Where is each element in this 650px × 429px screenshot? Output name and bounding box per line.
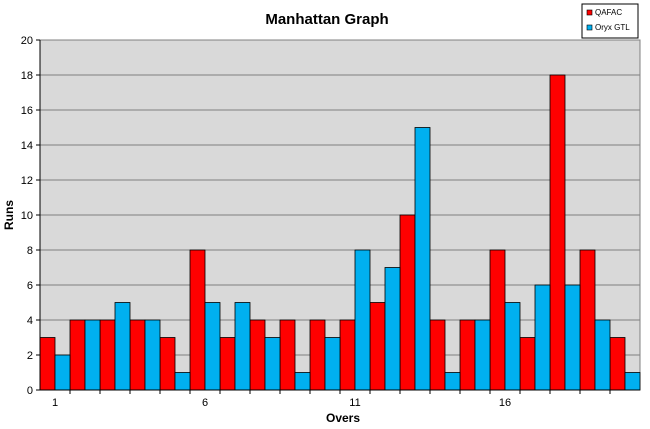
bar-qafac-over-2 xyxy=(69,319,86,391)
bar-oryx-gtl-over-17 xyxy=(534,284,551,391)
bar-qafac-over-15 xyxy=(459,319,476,391)
y-tick-label: 4 xyxy=(27,315,33,327)
bar-qafac-over-13 xyxy=(399,214,416,391)
bar-oryx-gtl-over-1 xyxy=(54,354,71,391)
bar-qafac-over-19 xyxy=(579,249,596,391)
bar-oryx-gtl-over-19 xyxy=(594,319,611,391)
y-tick-label: 2 xyxy=(27,350,33,362)
bar-oryx-gtl-over-4 xyxy=(144,319,161,391)
bar-qafac-over-7 xyxy=(219,337,236,391)
chart-title: Manhattan Graph xyxy=(265,11,388,28)
bar-qafac-over-12 xyxy=(369,302,386,391)
bar-qafac-over-6 xyxy=(189,249,206,391)
bar-oryx-gtl-over-2 xyxy=(84,319,101,391)
bar-oryx-gtl-over-12 xyxy=(384,267,401,391)
legend-label-oryx-gtl: Oryx GTL xyxy=(595,23,630,32)
bar-oryx-gtl-over-14 xyxy=(444,372,461,391)
legend: QAFAC Oryx GTL xyxy=(581,3,639,39)
legend-swatch-qafac xyxy=(586,9,593,16)
y-tick-label: 16 xyxy=(21,105,33,117)
x-tick-label: 1 xyxy=(52,397,58,409)
y-tick-label: 8 xyxy=(27,245,33,257)
bar-qafac-over-5 xyxy=(159,337,176,391)
bar-qafac-over-1 xyxy=(39,337,56,391)
bar-qafac-over-8 xyxy=(249,319,266,391)
x-tick-label: 16 xyxy=(499,397,511,409)
x-tick-label: 11 xyxy=(349,397,360,409)
y-tick-label: 20 xyxy=(21,35,33,47)
x-axis-label: Overs xyxy=(326,411,360,425)
bar-oryx-gtl-over-11 xyxy=(354,249,371,391)
bar-oryx-gtl-over-20 xyxy=(624,372,641,391)
bar-oryx-gtl-over-6 xyxy=(204,302,221,391)
y-tick-label: 18 xyxy=(21,70,33,82)
bar-oryx-gtl-over-18 xyxy=(564,284,581,391)
x-tick-label: 6 xyxy=(202,397,208,409)
x-axis-ticks: 1 6 11 16 xyxy=(52,390,611,409)
legend-label-qafac: QAFAC xyxy=(595,8,622,17)
y-tick-label: 14 xyxy=(21,140,33,152)
bar-qafac-over-20 xyxy=(609,337,626,391)
bar-qafac-over-11 xyxy=(339,319,356,391)
bar-oryx-gtl-over-15 xyxy=(474,319,491,391)
legend-box xyxy=(581,3,639,39)
bar-qafac-over-9 xyxy=(279,319,296,391)
bar-oryx-gtl-over-16 xyxy=(504,302,521,391)
y-axis-label: Runs xyxy=(2,200,16,230)
bar-qafac-over-18 xyxy=(549,74,566,391)
bar-oryx-gtl-over-9 xyxy=(294,372,311,391)
bar-qafac-over-16 xyxy=(489,249,506,391)
bar-oryx-gtl-over-3 xyxy=(114,302,131,391)
y-tick-label: 0 xyxy=(27,385,33,397)
bar-qafac-over-4 xyxy=(129,319,146,391)
bar-oryx-gtl-over-13 xyxy=(414,127,431,391)
bar-qafac-over-3 xyxy=(99,319,116,391)
y-tick-label: 10 xyxy=(21,210,33,222)
legend-swatch-oryx-gtl xyxy=(586,24,593,31)
y-axis-ticks: 0 2 4 6 8 10 12 14 16 18 20 xyxy=(21,35,40,397)
bar-qafac-over-17 xyxy=(519,337,536,391)
bar-qafac-over-10 xyxy=(309,319,326,391)
y-tick-label: 6 xyxy=(27,280,33,292)
bar-oryx-gtl-over-7 xyxy=(234,302,251,391)
bar-qafac-over-14 xyxy=(429,319,446,391)
bar-oryx-gtl-over-8 xyxy=(264,337,281,391)
bar-oryx-gtl-over-10 xyxy=(324,337,341,391)
y-tick-label: 12 xyxy=(21,175,33,187)
bar-oryx-gtl-over-5 xyxy=(174,372,191,391)
